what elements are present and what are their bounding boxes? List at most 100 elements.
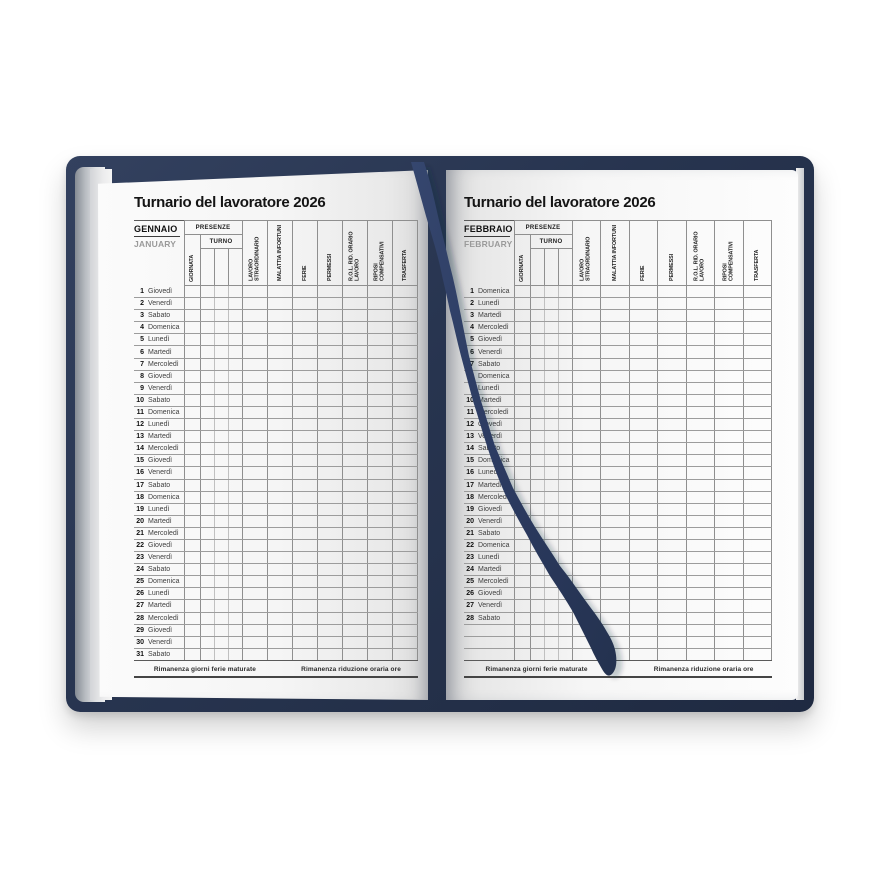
grid-cell <box>571 587 601 601</box>
table-row: 7 Mercoledì <box>134 358 419 371</box>
grid-cell <box>513 479 530 492</box>
day-number: 12 <box>466 421 474 429</box>
day-label: 18 Domenica <box>134 491 184 504</box>
grid-cell <box>543 563 558 577</box>
grid-cell <box>366 321 393 335</box>
grid-cell <box>266 636 293 649</box>
day-number: 30 <box>136 638 144 646</box>
grid-cell <box>557 333 572 347</box>
grid-cell <box>391 612 419 625</box>
grid-cell <box>341 624 368 637</box>
grid-cell <box>341 345 368 359</box>
grid-cell <box>600 297 629 311</box>
grid-cell <box>213 539 228 553</box>
grid-cell <box>183 624 200 637</box>
grid-cell <box>600 587 629 601</box>
day-name: Venerdì <box>148 300 173 308</box>
turno-subcolumn <box>199 248 215 286</box>
grid-cell <box>714 527 743 540</box>
grid-cell <box>266 648 293 661</box>
column-header-giornata: GIORNATA <box>183 234 201 286</box>
grid-cell <box>241 527 268 540</box>
grid-cell <box>742 636 772 649</box>
grid-cell <box>685 551 715 565</box>
grid-cell <box>266 599 293 613</box>
grid-cell <box>685 285 715 299</box>
day-label: 28 Sabato <box>464 612 514 625</box>
day-number: 27 <box>136 602 144 610</box>
grid-cell <box>529 539 544 553</box>
grid-cell <box>183 527 200 540</box>
grid-cell <box>571 430 601 444</box>
day-name: Martedì <box>478 396 502 404</box>
day-label: 15 Giovedì <box>134 454 184 468</box>
grid-cell <box>571 527 601 540</box>
grid-cell <box>227 612 242 625</box>
grid-cell <box>685 333 715 347</box>
grid-cell <box>600 539 629 553</box>
grid-cell <box>600 454 629 468</box>
grid-cell <box>183 503 200 516</box>
grid-cell <box>266 285 293 299</box>
grid-cell <box>513 612 530 625</box>
grid-cell <box>628 527 658 540</box>
column-header-lavoro-straordinario: LAVORO STRAORDINARIO <box>571 220 601 286</box>
grid-cell <box>391 527 419 540</box>
table-row: 25 Domenica <box>134 575 419 589</box>
day-rows: 1 Giovedì 2 Venerdì 3 Sabato 4 Domenica 5 Lunedì 6… <box>134 285 419 661</box>
grid-cell <box>543 321 558 335</box>
grid-cell <box>291 624 318 637</box>
grid-cell <box>529 454 544 468</box>
grid-cell <box>213 285 228 299</box>
grid-cell <box>543 551 558 565</box>
grid-cell <box>557 285 572 299</box>
grid-cell <box>543 297 558 311</box>
grid-cell <box>199 321 214 335</box>
grid-cell <box>341 491 368 504</box>
grid-cell <box>513 636 530 649</box>
day-name: Giovedì <box>478 421 503 429</box>
day-label: 27 Venerdì <box>464 599 514 613</box>
grid-cell <box>714 539 743 553</box>
day-number: 16 <box>136 469 144 477</box>
day-number: 24 <box>136 566 144 574</box>
day-name: Domenica <box>148 324 180 332</box>
grid-cell <box>529 333 544 347</box>
day-number: 8 <box>470 372 474 380</box>
day-name: Venerdì <box>148 384 173 392</box>
grid-cell <box>366 575 393 589</box>
day-label: 1 Domenica <box>464 285 514 299</box>
grid-cell <box>657 370 686 383</box>
grid-cell <box>341 551 368 565</box>
grid-cell <box>513 382 530 395</box>
grid-cell <box>291 394 318 407</box>
column-header-presenze: PRESENZE <box>513 220 573 235</box>
grid-cell <box>742 454 772 468</box>
day-name: Domenica <box>478 457 510 465</box>
grid-cell <box>341 466 368 480</box>
grid-cell <box>391 491 419 504</box>
grid-cell <box>685 370 715 383</box>
grid-cell <box>183 491 200 504</box>
grid-cell <box>628 285 658 299</box>
day-label: 22 Giovedì <box>134 539 184 553</box>
grid-cell <box>529 297 544 311</box>
grid-cell <box>241 406 268 420</box>
day-name: Mercoledì <box>148 529 179 537</box>
grid-cell <box>742 394 772 407</box>
grid-cell <box>391 430 419 444</box>
page-january: Turnario del lavoratore 2026 GENNAIO JAN… <box>98 170 428 700</box>
shift-table-january: GENNAIO JANUARY PRESENZE LAVORO STRAORDI… <box>134 220 419 661</box>
grid-cell <box>543 370 558 383</box>
grid-cell <box>557 527 572 540</box>
grid-cell <box>266 394 293 407</box>
grid-cell <box>366 297 393 311</box>
grid-cell <box>341 515 368 528</box>
grid-cell <box>183 406 200 420</box>
column-header-giornata: GIORNATA <box>513 234 531 286</box>
grid-cell <box>714 345 743 359</box>
grid-cell <box>600 430 629 444</box>
grid-cell <box>742 370 772 383</box>
table-row: 31 Sabato <box>134 648 419 661</box>
month-name-english: FEBRUARY <box>464 239 513 249</box>
